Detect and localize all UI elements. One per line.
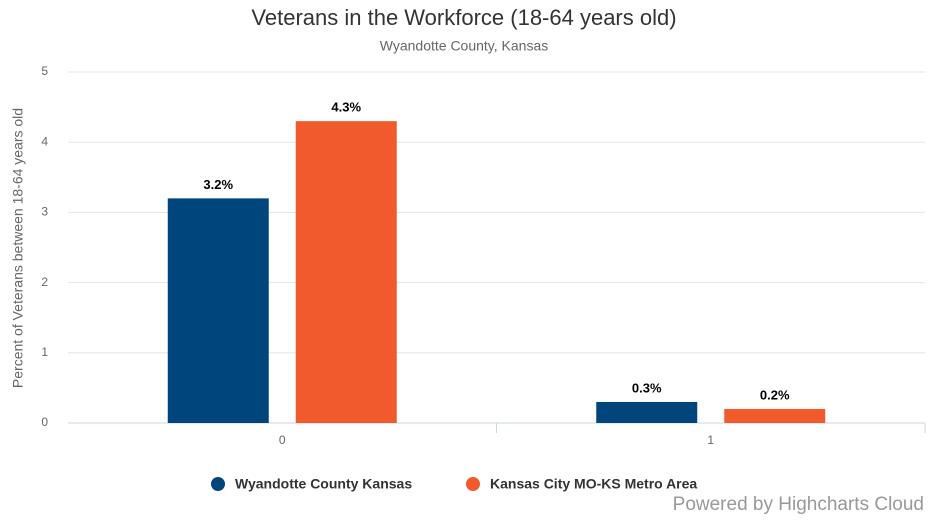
bar: [596, 401, 698, 423]
data-label: 0.2%: [760, 387, 790, 402]
data-label: 3.2%: [203, 177, 233, 192]
y-tick-label: 0: [41, 415, 48, 429]
y-tick-label: 3: [41, 205, 48, 219]
x-tick-label: 0: [279, 433, 286, 447]
data-label: 4.3%: [331, 100, 361, 115]
x-tick-label: 1: [707, 433, 714, 447]
y-tick-label: 5: [41, 64, 48, 78]
chart-title: Veterans in the Workforce (18-64 years o…: [251, 5, 676, 30]
legend-label: Kansas City MO-KS Metro Area: [490, 476, 697, 492]
y-tick-label: 2: [41, 275, 48, 289]
y-tick-label: 4: [41, 134, 48, 148]
legend-marker: [211, 477, 225, 491]
chart-subtitle: Wyandotte County, Kansas: [380, 38, 549, 54]
legend-label: Wyandotte County Kansas: [235, 476, 412, 492]
bar: [167, 198, 269, 423]
data-label: 0.3%: [632, 380, 662, 395]
credits[interactable]: Powered by Highcharts Cloud: [673, 494, 924, 515]
bar: [295, 121, 397, 423]
y-tick-label: 1: [41, 345, 48, 359]
legend-marker: [466, 477, 480, 491]
y-axis-title: Percent of Veterans between 18-64 years …: [10, 108, 26, 388]
bar: [724, 408, 826, 423]
